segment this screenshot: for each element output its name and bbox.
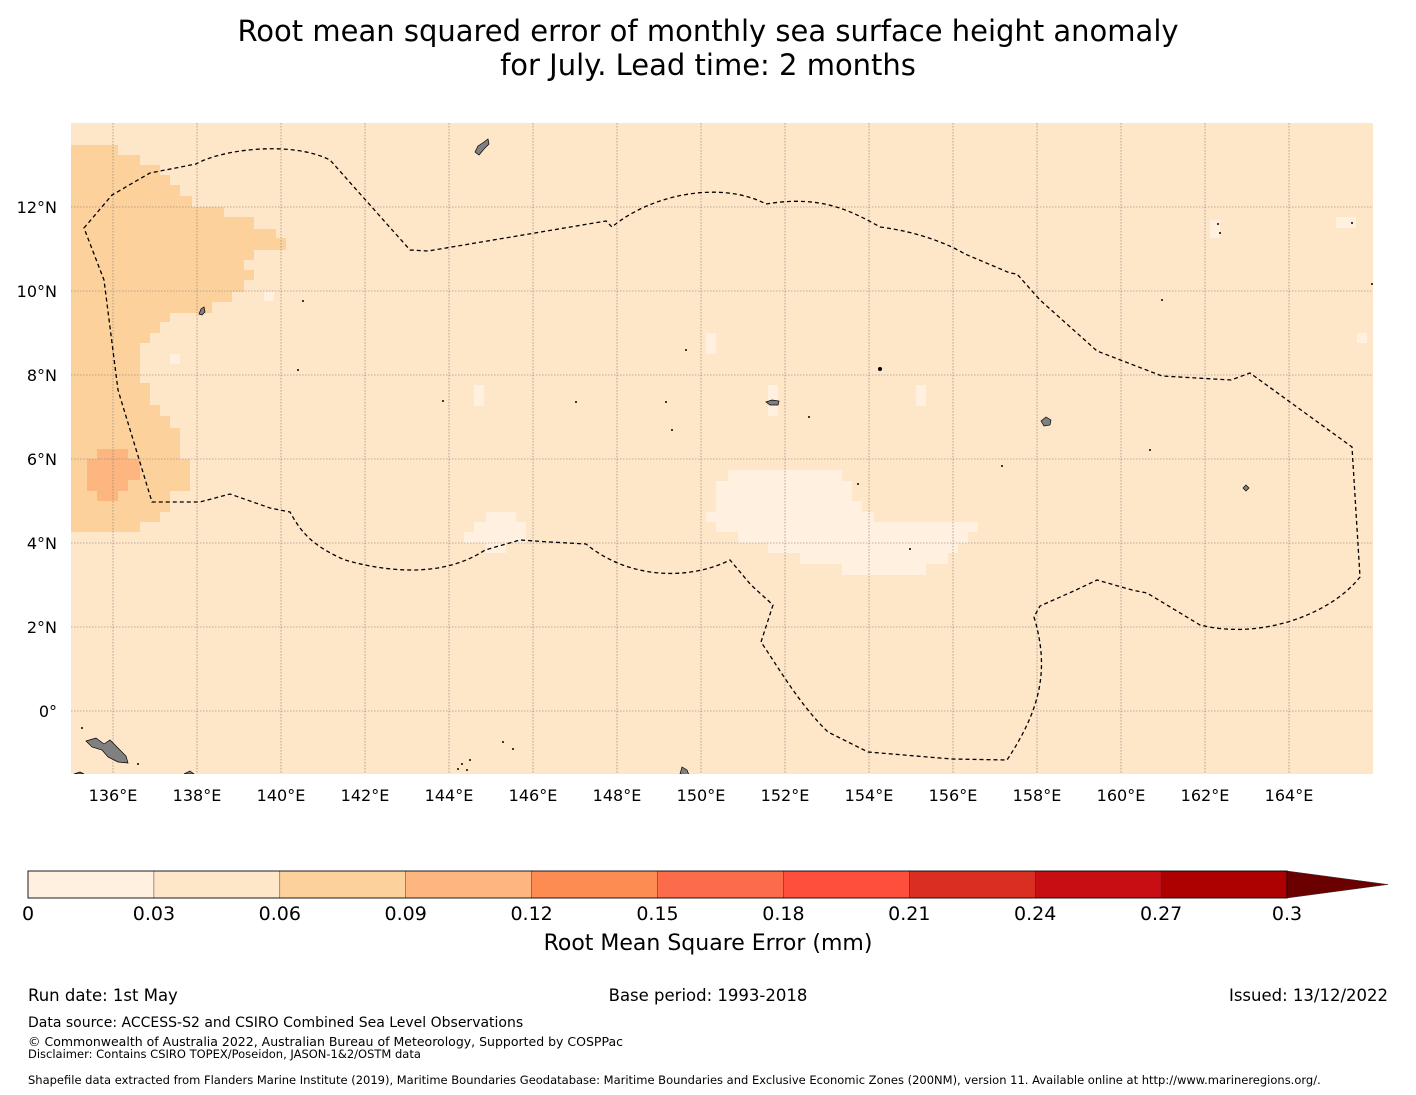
latitude-tick-label: 8°N <box>27 366 57 385</box>
colorbar-tick-label: 0 <box>22 903 34 925</box>
data-source: Data source: ACCESS-S2 and CSIRO Combine… <box>28 1015 524 1031</box>
chuuk-island-icon <box>765 399 780 406</box>
island-icon <box>73 771 85 774</box>
longitude-tick-label: 144°E <box>425 786 474 805</box>
colorbar-frame <box>27 870 1288 899</box>
longitude-tick-label: 148°E <box>593 786 642 805</box>
latitude-tick-label: 0° <box>39 702 57 721</box>
longitude-tick-label: 158°E <box>1013 786 1062 805</box>
island-icon <box>183 770 195 774</box>
axis-tick-labels: 136°E 138°E 140°E 142°E 144°E 146°E 148°E 150°E… <box>17 198 1314 805</box>
colorbar-segment <box>153 870 281 899</box>
rmse-patch <box>706 333 716 354</box>
longitude-tick-label: 140°E <box>257 786 306 805</box>
longitude-tick-label: 138°E <box>173 786 222 805</box>
longitude-tick-label: 160°E <box>1097 786 1146 805</box>
colorbar-tick-label: 0.06 <box>259 903 301 925</box>
longitude-tick-label: 150°E <box>677 786 726 805</box>
run-date: Run date: 1st May <box>28 986 178 1005</box>
colorbar-tick-label: 0.27 <box>1140 903 1182 925</box>
copyright: © Commonwealth of Australia 2022, Austra… <box>28 1034 623 1049</box>
island-icon <box>679 766 689 774</box>
latitude-tick-label: 6°N <box>27 450 57 469</box>
colorbar-tick-label: 0.03 <box>133 903 175 925</box>
colorbar-tick-label: 0.21 <box>888 903 930 925</box>
colorbar-tick-label: 0.18 <box>762 903 804 925</box>
longitude-tick-label: 156°E <box>929 786 978 805</box>
longitude-tick-label: 142°E <box>341 786 390 805</box>
colorbar-tick-label: 0.12 <box>510 903 552 925</box>
small-islands <box>81 222 1373 771</box>
palau-island-icon <box>198 306 206 316</box>
base-period: Base period: 1993-2018 <box>608 986 808 1005</box>
longitude-tick-label: 136°E <box>89 786 138 805</box>
longitude-tick-label: 162°E <box>1181 786 1230 805</box>
rmse-patch <box>1357 333 1367 343</box>
rmse-patch <box>1210 220 1220 238</box>
colorbar-tick-label: 0.3 <box>1272 903 1302 925</box>
longitude-tick-label: 164°E <box>1265 786 1314 805</box>
colorbar-segment <box>405 870 533 899</box>
latitude-tick-label: 12°N <box>17 198 57 217</box>
rmse-patch <box>170 354 180 364</box>
colorbar-segment <box>279 870 407 899</box>
rmse-patch <box>264 292 274 301</box>
colorbar-segment <box>657 870 785 899</box>
longitude-tick-label: 152°E <box>761 786 810 805</box>
rmse-patch <box>474 385 484 406</box>
colorbar-tick-label: 0.24 <box>1014 903 1056 925</box>
disclaimer: Disclaimer: Contains CSIRO TOPEX/Poseido… <box>28 1047 421 1061</box>
colorbar-segment <box>909 870 1036 899</box>
gridlines <box>71 123 1373 774</box>
colorbar-segment <box>783 870 911 899</box>
colorbar-label: Root Mean Square Error (mm) <box>543 931 873 956</box>
colorbar-segment <box>1160 870 1288 899</box>
title-line-1: Root mean squared error of monthly sea s… <box>237 14 1179 48</box>
kosrae-island-icon <box>1242 484 1250 492</box>
latitude-tick-label: 4°N <box>27 534 57 553</box>
rmse-region-0.06-0.09 <box>71 145 286 532</box>
guam-island-icon <box>474 138 490 156</box>
longitude-tick-label: 146°E <box>509 786 558 805</box>
title-line-2: for July. Lead time: 2 months <box>500 48 916 82</box>
colorbar-segment <box>27 870 155 899</box>
colorbar-tick-label: 0.15 <box>636 903 678 925</box>
rmse-region-0.09-0.12 <box>87 449 140 501</box>
latitude-tick-label: 10°N <box>17 282 57 301</box>
pohnpei-island-icon <box>1040 416 1052 427</box>
rmse-patch <box>916 385 926 406</box>
longitude-tick-label: 154°E <box>845 786 894 805</box>
colorbar: 0 0.03 0.06 0.09 0.12 0.15 0.18 0.21 0.24 0.27 0.3 <box>22 870 1389 925</box>
chart-title: Root mean squared error of monthly sea s… <box>0 14 1416 82</box>
latitude-tick-label: 2°N <box>27 618 57 637</box>
colorbar-tick-label: 0.09 <box>385 903 427 925</box>
colorbar-segment <box>531 870 659 899</box>
new-guinea-coast-icon <box>85 737 129 764</box>
shapefile-credit: Shapefile data extracted from Flanders M… <box>28 1073 1321 1087</box>
issued-date: Issued: 13/12/2022 <box>1228 986 1388 1005</box>
map-area <box>71 123 1373 774</box>
ocean-background <box>71 123 1373 774</box>
rmse-patch <box>1336 217 1356 228</box>
colorbar-segment <box>1034 870 1162 899</box>
colorbar-extend-arrow <box>1286 870 1389 899</box>
